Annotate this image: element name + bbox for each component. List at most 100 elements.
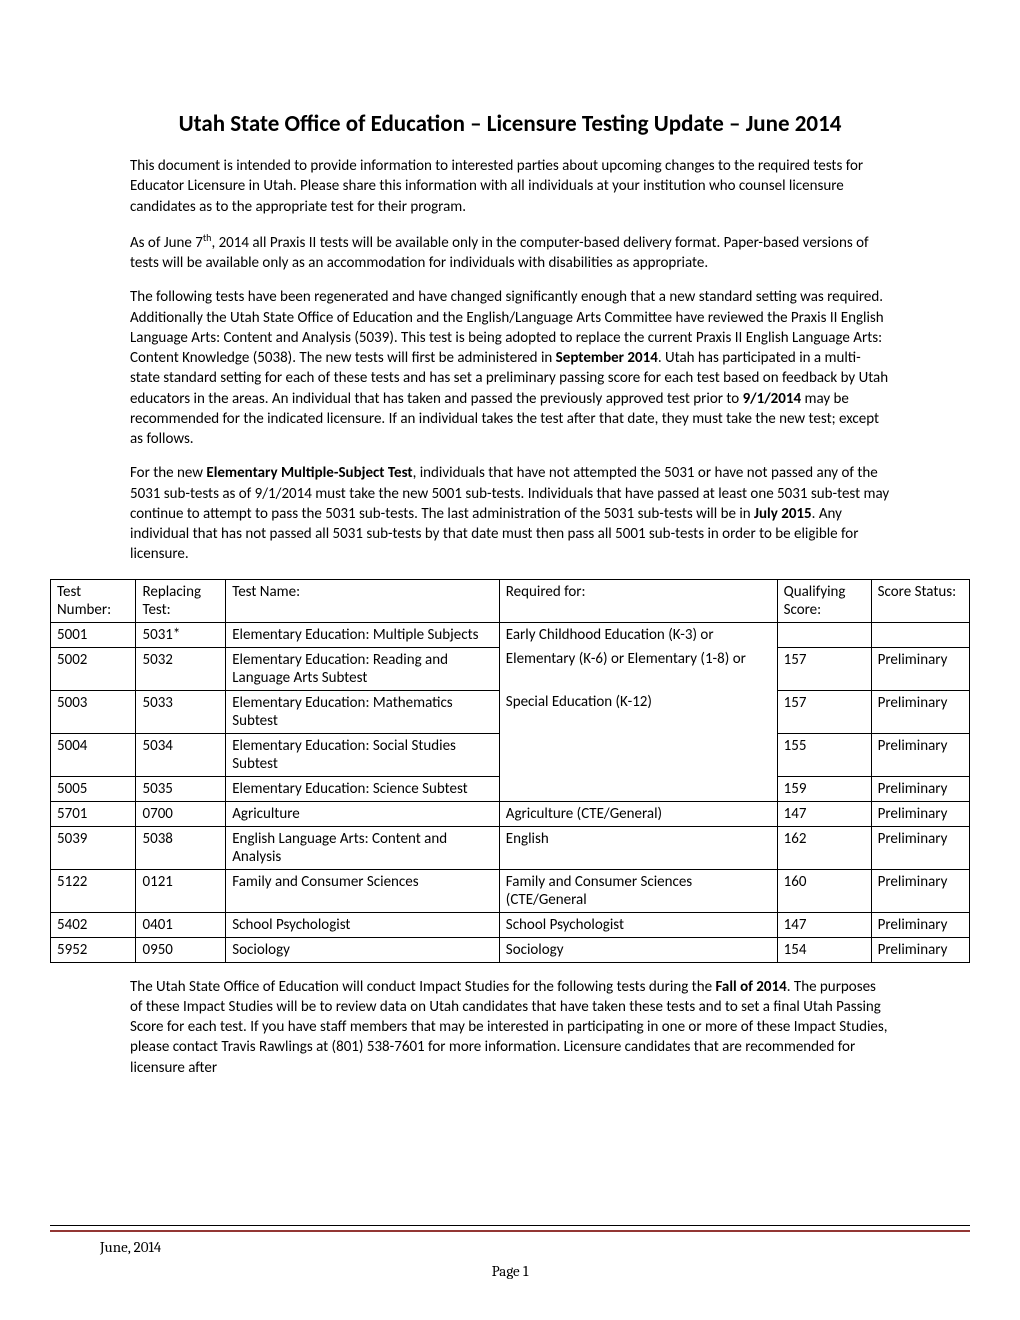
table-row: 5122 0121 Family and Consumer Sciences F… bbox=[51, 869, 970, 912]
cell-test-name: Elementary Education: Reading and Langua… bbox=[226, 647, 500, 690]
cell-replacing: 0700 bbox=[136, 801, 226, 826]
table-row: 5001 5031* Elementary Education: Multipl… bbox=[51, 622, 970, 647]
table-row: 5003 5033 Elementary Education: Mathemat… bbox=[51, 690, 970, 733]
cell-replacing: 5034 bbox=[136, 733, 226, 776]
tests-table: Test Number: Replacing Test: Test Name: … bbox=[50, 579, 970, 963]
cell-score bbox=[777, 622, 871, 647]
document-content-lower: The Utah State Office of Education will … bbox=[50, 977, 970, 1078]
cell-status: Preliminary bbox=[871, 801, 969, 826]
bold-text: September 2014 bbox=[556, 349, 658, 367]
table-row: 5952 0950 Sociology Sociology 154 Prelim… bbox=[51, 937, 970, 962]
cell-replacing: 5038 bbox=[136, 826, 226, 869]
text-span: For the new bbox=[130, 464, 206, 482]
cell-test-name: Agriculture bbox=[226, 801, 500, 826]
cell-replacing: 0950 bbox=[136, 937, 226, 962]
cell-test-number: 5004 bbox=[51, 733, 136, 776]
cell-test-name: Family and Consumer Sciences bbox=[226, 869, 500, 912]
cell-test-name: Elementary Education: Multiple Subjects bbox=[226, 622, 500, 647]
cell-test-number: 5122 bbox=[51, 869, 136, 912]
cell-required-for: Early Childhood Education (K-3) or bbox=[499, 622, 777, 647]
cell-replacing: 5031* bbox=[136, 622, 226, 647]
header-test-number: Test Number: bbox=[51, 579, 136, 622]
cell-test-number: 5039 bbox=[51, 826, 136, 869]
cell-required-for: School Psychologist bbox=[499, 912, 777, 937]
table-row: 5005 5035 Elementary Education: Science … bbox=[51, 776, 970, 801]
cell-status: Preliminary bbox=[871, 869, 969, 912]
text-span: As of June 7 bbox=[130, 234, 203, 252]
cell-score: 159 bbox=[777, 776, 871, 801]
paragraph-impact: The Utah State Office of Education will … bbox=[130, 977, 890, 1078]
text-span: , 2014 all Praxis II tests will be avail… bbox=[130, 234, 869, 272]
document-content: Utah State Office of Education – Licensu… bbox=[50, 110, 970, 565]
header-qualifying-score: Qualifying Score: bbox=[777, 579, 871, 622]
cell-test-name: Elementary Education: Social Studies Sub… bbox=[226, 733, 500, 776]
cell-replacing: 5032 bbox=[136, 647, 226, 690]
bold-text: 9/1/2014 bbox=[743, 390, 802, 408]
cell-status: Preliminary bbox=[871, 647, 969, 690]
paragraph-intro: This document is intended to provide inf… bbox=[130, 156, 890, 217]
cell-replacing: 5033 bbox=[136, 690, 226, 733]
header-replacing: Replacing Test: bbox=[136, 579, 226, 622]
cell-test-name: English Language Arts: Content and Analy… bbox=[226, 826, 500, 869]
text-span: The Utah State Office of Education will … bbox=[130, 978, 715, 996]
cell-required-for: English bbox=[499, 826, 777, 869]
cell-score: 154 bbox=[777, 937, 871, 962]
cell-test-number: 5952 bbox=[51, 937, 136, 962]
cell-score: 157 bbox=[777, 647, 871, 690]
table-row: 5701 0700 Agriculture Agriculture (CTE/G… bbox=[51, 801, 970, 826]
cell-test-name: Elementary Education: Science Subtest bbox=[226, 776, 500, 801]
page-title: Utah State Office of Education – Licensu… bbox=[130, 110, 890, 138]
cell-test-name: Sociology bbox=[226, 937, 500, 962]
bold-text: July 2015 bbox=[754, 505, 812, 523]
paragraph-elementary: For the new Elementary Multiple-Subject … bbox=[130, 463, 890, 564]
cell-score: 157 bbox=[777, 690, 871, 733]
footer-row: June, 2014 bbox=[50, 1238, 970, 1256]
cell-test-name: Elementary Education: Mathematics Subtes… bbox=[226, 690, 500, 733]
cell-status: Preliminary bbox=[871, 690, 969, 733]
cell-required-for: Elementary (K-6) or Elementary (1-8) or bbox=[499, 647, 777, 690]
table-header-row: Test Number: Replacing Test: Test Name: … bbox=[51, 579, 970, 622]
cell-replacing: 0401 bbox=[136, 912, 226, 937]
header-score-status: Score Status: bbox=[871, 579, 969, 622]
cell-required-for bbox=[499, 733, 777, 776]
cell-required-for: Family and Consumer Sciences (CTE/Genera… bbox=[499, 869, 777, 912]
cell-test-name: School Psychologist bbox=[226, 912, 500, 937]
page-footer: June, 2014 Page 1 bbox=[50, 1225, 970, 1280]
cell-status: Preliminary bbox=[871, 937, 969, 962]
cell-required-for: Special Education (K-12) bbox=[499, 690, 777, 733]
header-required-for: Required for: bbox=[499, 579, 777, 622]
cell-score: 155 bbox=[777, 733, 871, 776]
cell-replacing: 5035 bbox=[136, 776, 226, 801]
table-row: 5004 5034 Elementary Education: Social S… bbox=[51, 733, 970, 776]
cell-required-for bbox=[499, 776, 777, 801]
cell-status: Preliminary bbox=[871, 733, 969, 776]
table-row: 5039 5038 English Language Arts: Content… bbox=[51, 826, 970, 869]
cell-status: Preliminary bbox=[871, 912, 969, 937]
cell-replacing: 0121 bbox=[136, 869, 226, 912]
cell-test-number: 5002 bbox=[51, 647, 136, 690]
bold-text: Fall of 2014 bbox=[715, 978, 786, 996]
table-row: 5402 0401 School Psychologist School Psy… bbox=[51, 912, 970, 937]
cell-score: 147 bbox=[777, 912, 871, 937]
paragraph-date: As of June 7th, 2014 all Praxis II tests… bbox=[130, 231, 890, 274]
document-page: Utah State Office of Education – Licensu… bbox=[0, 0, 1020, 1320]
table-row: 5002 5032 Elementary Education: Reading … bbox=[51, 647, 970, 690]
cell-score: 160 bbox=[777, 869, 871, 912]
cell-test-number: 5003 bbox=[51, 690, 136, 733]
cell-required-for: Agriculture (CTE/General) bbox=[499, 801, 777, 826]
cell-status: Preliminary bbox=[871, 776, 969, 801]
cell-test-number: 5402 bbox=[51, 912, 136, 937]
cell-status: Preliminary bbox=[871, 826, 969, 869]
cell-status bbox=[871, 622, 969, 647]
cell-score: 162 bbox=[777, 826, 871, 869]
footer-date: June, 2014 bbox=[50, 1238, 161, 1256]
cell-required-for: Sociology bbox=[499, 937, 777, 962]
footer-page-number: Page 1 bbox=[50, 1262, 970, 1280]
bold-text: Elementary Multiple-Subject Test bbox=[206, 464, 412, 482]
paragraph-regenerated: The following tests have been regenerate… bbox=[130, 287, 890, 449]
header-test-name: Test Name: bbox=[226, 579, 500, 622]
cell-test-number: 5001 bbox=[51, 622, 136, 647]
cell-score: 147 bbox=[777, 801, 871, 826]
footer-rule bbox=[50, 1225, 970, 1232]
cell-test-number: 5005 bbox=[51, 776, 136, 801]
